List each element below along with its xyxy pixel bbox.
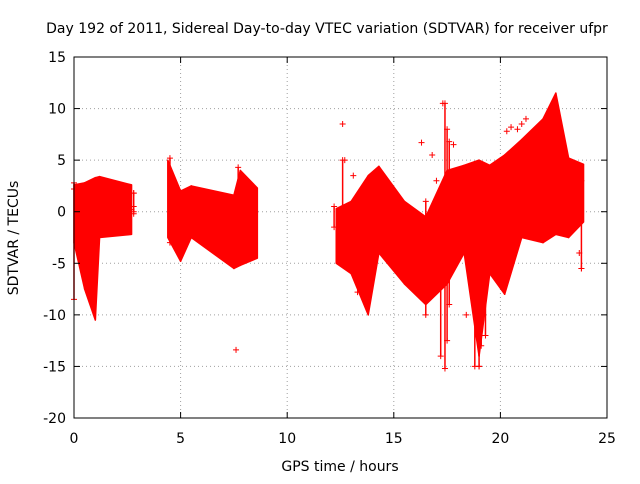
y-axis-label: SDTVAR / TECUs xyxy=(6,181,22,296)
data-point xyxy=(433,177,440,184)
data-point xyxy=(350,172,357,179)
data-point-marker xyxy=(166,155,173,162)
y-tick-label: -15 xyxy=(43,359,66,375)
data-point-marker xyxy=(446,138,453,145)
data-point xyxy=(522,115,529,122)
data-point-marker xyxy=(166,239,173,246)
data-point-marker xyxy=(578,177,585,184)
y-tick-label: -5 xyxy=(52,256,66,272)
plot-frame xyxy=(73,56,608,419)
data-point xyxy=(514,126,521,133)
data-band xyxy=(335,200,352,275)
data-band xyxy=(567,157,585,239)
data-point-marker xyxy=(331,224,338,231)
data-point xyxy=(418,139,425,146)
data-point-marker xyxy=(422,198,429,205)
data-point xyxy=(439,100,446,107)
data-point xyxy=(576,249,583,256)
data-point xyxy=(476,363,483,370)
x-tick-label: 5 xyxy=(176,431,185,447)
data-point xyxy=(130,203,137,210)
data-point xyxy=(354,289,361,296)
x-axis-label: GPS time / hours xyxy=(281,459,398,475)
data-point-marker xyxy=(235,193,242,200)
data-point-marker xyxy=(437,198,444,205)
data-point-marker xyxy=(446,301,453,308)
data-point-marker xyxy=(478,162,485,169)
y-tick-label: -20 xyxy=(43,411,66,427)
data-point xyxy=(128,206,135,213)
data-band xyxy=(239,169,259,267)
x-tick-label: 15 xyxy=(385,431,403,447)
axis-ticks: 0 5 10 15 20 25 15 10 5 0 -5 -10 -15 -20 xyxy=(43,50,616,447)
data-point xyxy=(518,121,525,128)
data-point xyxy=(429,151,436,158)
data-point-marker xyxy=(339,229,346,236)
x-tick-label: 25 xyxy=(598,431,616,447)
data-point xyxy=(463,311,470,318)
data-point xyxy=(503,128,510,135)
y-tick-label: -10 xyxy=(43,308,66,324)
data-band xyxy=(520,118,544,244)
data-layer xyxy=(71,92,585,372)
data-band xyxy=(488,154,506,295)
data-point-marker xyxy=(437,353,444,360)
data-point-marker xyxy=(482,332,489,339)
data-point xyxy=(233,346,240,353)
data-point xyxy=(341,157,348,164)
data-point xyxy=(450,141,457,148)
data-point-marker xyxy=(422,311,429,318)
data-point xyxy=(339,121,346,128)
data-point-marker xyxy=(441,365,448,372)
y-tick-label: 15 xyxy=(48,50,66,66)
data-point-marker xyxy=(331,203,338,210)
x-tick-label: 10 xyxy=(278,431,296,447)
chart-title: Day 192 of 2011, Sidereal Day-to-day VTE… xyxy=(46,21,608,37)
x-tick-label: 20 xyxy=(491,431,509,447)
data-point-marker xyxy=(478,342,485,349)
data-band xyxy=(98,175,133,239)
data-point xyxy=(578,265,585,272)
data-point-marker xyxy=(444,126,451,133)
data-point xyxy=(130,190,137,197)
y-tick-label: 0 xyxy=(57,205,66,221)
data-point xyxy=(130,210,137,217)
data-point-marker xyxy=(471,193,478,200)
data-point xyxy=(508,124,515,131)
y-tick-label: 10 xyxy=(48,102,66,118)
data-point-marker xyxy=(444,337,451,344)
x-tick-label: 0 xyxy=(70,431,79,447)
data-point-marker xyxy=(235,164,242,171)
data-band xyxy=(542,92,557,244)
y-tick-label: 5 xyxy=(57,153,66,169)
data-point-marker xyxy=(482,167,489,174)
